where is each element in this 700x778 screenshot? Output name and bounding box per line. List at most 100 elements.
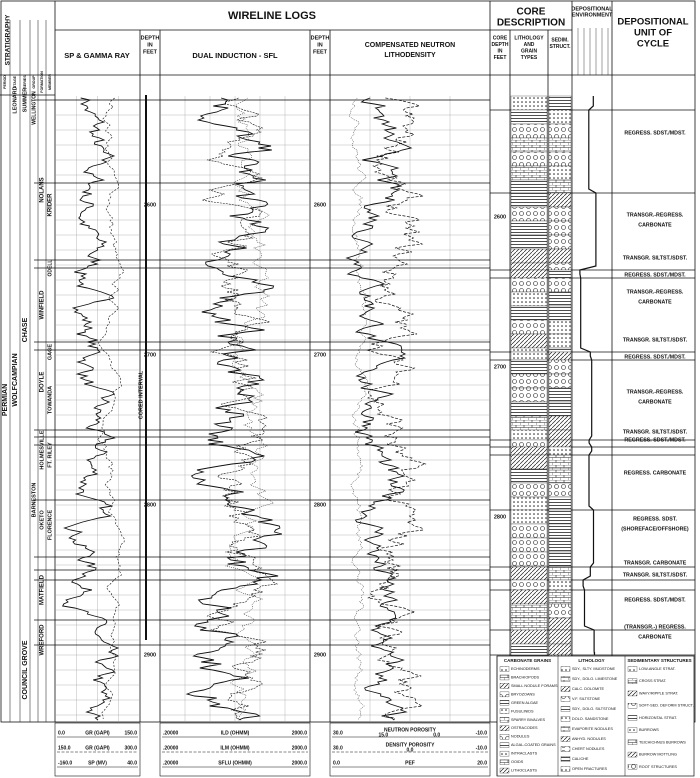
strat-label: HOLMESVILLE (39, 430, 45, 469)
track-title: TYPES (521, 55, 538, 61)
structure-interval (548, 234, 572, 250)
structure-interval (548, 248, 572, 264)
lithology-interval (510, 347, 548, 353)
structure-interval (548, 277, 572, 293)
strat-column-label: MEMBER (48, 74, 52, 90)
unit-label: REGRESS. SDST. (633, 516, 677, 522)
legend-item: ECHINODERMS (511, 667, 540, 671)
unit-label: TRANSGR. SILTST./SDST. (623, 572, 688, 578)
legend-box (496, 655, 695, 777)
depth-label: 2700 (314, 352, 326, 358)
legend-swatch (627, 715, 638, 721)
lithology-interval (510, 589, 548, 605)
strat-label: GAGE (47, 344, 53, 361)
track-title: GRAIN (521, 48, 538, 54)
structure-interval (548, 551, 572, 567)
log-curve (224, 97, 275, 720)
scale-end: 2000.0 (292, 745, 308, 751)
lithology-interval (510, 359, 548, 375)
unit-label: CARBONATE (638, 299, 672, 305)
legend-item: GREEN ALGAE (511, 701, 538, 705)
header-title: WIRELINE LOGS (228, 10, 316, 22)
scale-end: 30.0 (333, 730, 343, 736)
strat-column-label: GROUP (32, 75, 36, 89)
lithology-interval (510, 179, 548, 194)
structure-interval (548, 579, 572, 591)
strat-label: KRIDER (48, 193, 54, 217)
structure-interval (548, 333, 572, 349)
legend-item: CALICHE (572, 757, 589, 761)
lithology-interval (510, 468, 548, 484)
legend-title: CARBONATE GRAINS (504, 658, 551, 663)
structure-interval (548, 439, 572, 448)
strat-label: CHASE (22, 317, 29, 342)
structure-interval (548, 151, 572, 167)
structure-interval (548, 387, 572, 403)
structure-interval (548, 429, 572, 441)
legend-swatch (499, 767, 510, 774)
structure-interval (548, 179, 572, 194)
legend-swatch (560, 716, 571, 722)
scale-mid: 15.0 (378, 732, 388, 738)
lithology-interval (510, 454, 548, 470)
scale-name: GR (GAPI) (85, 730, 110, 736)
strat-label: WELLINGTON (31, 91, 37, 125)
legend-swatch (627, 751, 638, 758)
legend-swatch (499, 691, 510, 698)
log-curve (62, 97, 120, 721)
structure-interval (548, 446, 572, 456)
frame (0, 0, 696, 723)
structure-interval (548, 523, 572, 539)
log-curve (185, 97, 283, 721)
lithology-interval (510, 617, 548, 631)
lithology-interval (510, 220, 548, 236)
strat-label: SUMMER (22, 88, 28, 112)
lithology-interval (510, 269, 548, 279)
header-title: CORE (517, 7, 546, 18)
track-title: IN (147, 42, 153, 48)
header-title: ENVIRONMENT (572, 12, 613, 18)
track-title: STRUCT. (549, 44, 571, 50)
unit-label: TRANSGR.-REGRESS. (627, 212, 684, 218)
track-title: AND (524, 42, 535, 48)
unit-label: REGRESS. CARBONATE (624, 470, 687, 476)
depth-label: 2600 (144, 202, 156, 208)
structure-interval (548, 401, 572, 417)
structure-interval (548, 603, 572, 619)
legend-item: ANHYD. NODULES (572, 737, 606, 741)
legend-title: LITHOLOGY (578, 658, 604, 663)
lithology-interval (510, 123, 548, 139)
structure-interval (548, 468, 572, 484)
lithology-interval (510, 248, 548, 264)
header-title: UNIT OF (634, 28, 672, 39)
legend-item: OOIDS (511, 760, 524, 764)
track-title: FEET (313, 49, 328, 55)
legend-swatch (499, 683, 510, 689)
legend-swatch (499, 750, 510, 757)
track-title: FEET (143, 49, 158, 55)
strat-label: BARNESTON (31, 483, 37, 518)
unit-label: REGRESS. SDST./MDST. (624, 597, 686, 603)
unit-label: (SHOREFACE/OFFSHORE) (621, 526, 689, 532)
structure-interval (548, 137, 572, 153)
scale-end: 30.0 (333, 745, 343, 751)
unit-label: (TRANSGR.-) REGRESS. (624, 624, 686, 630)
lithology-interval (510, 95, 548, 111)
track-title: CORE (493, 35, 508, 41)
structure-interval (548, 566, 572, 581)
unit-label: REGRESS. SDST./MDST. (624, 272, 686, 278)
lithology-interval (510, 333, 548, 349)
legend-item: BRACHIOPODS (511, 675, 540, 679)
scale-end: .20000 (163, 730, 179, 736)
header-title: CYCLE (637, 39, 669, 50)
legend-item: SPARRY BIVALVES (511, 718, 546, 722)
lithology-interval (510, 206, 548, 222)
strat-label: COUNCIL GROVE (22, 640, 29, 699)
legend-swatch (499, 717, 510, 723)
unit-label: REGRESS. SDST./MDST. (624, 354, 686, 360)
unit-label: TRANSGR. CARBONATE (624, 560, 687, 566)
strat-label: WREFORD (40, 624, 46, 656)
legend-swatch (560, 666, 571, 672)
strat-label: FT. RILEY (47, 442, 53, 468)
scale-end: 2000.0 (292, 760, 308, 766)
